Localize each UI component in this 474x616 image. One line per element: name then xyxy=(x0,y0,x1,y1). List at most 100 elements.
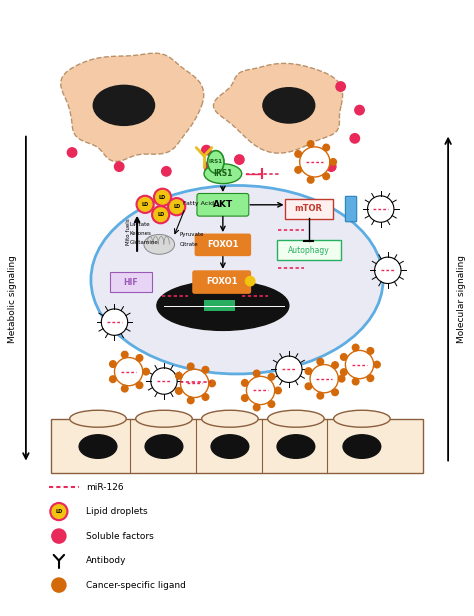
Ellipse shape xyxy=(263,87,315,123)
Text: IRS1: IRS1 xyxy=(213,169,233,178)
Text: Fatty Acid: Fatty Acid xyxy=(183,201,214,206)
Ellipse shape xyxy=(145,435,183,458)
Circle shape xyxy=(268,373,275,380)
Circle shape xyxy=(152,206,170,224)
Circle shape xyxy=(355,105,364,115)
Circle shape xyxy=(109,376,116,383)
Circle shape xyxy=(67,148,77,157)
Text: Pyruvate: Pyruvate xyxy=(180,232,204,237)
FancyBboxPatch shape xyxy=(197,193,249,216)
Circle shape xyxy=(52,505,66,519)
Text: LD: LD xyxy=(142,202,149,207)
Ellipse shape xyxy=(208,150,224,173)
Circle shape xyxy=(115,357,143,386)
FancyBboxPatch shape xyxy=(195,233,251,256)
Circle shape xyxy=(332,389,338,395)
FancyBboxPatch shape xyxy=(203,300,235,311)
Circle shape xyxy=(276,356,302,383)
Ellipse shape xyxy=(211,435,249,458)
Ellipse shape xyxy=(144,235,174,254)
Text: Ketones: Ketones xyxy=(129,231,151,236)
Circle shape xyxy=(336,82,346,91)
Text: Citrate: Citrate xyxy=(180,242,198,247)
Circle shape xyxy=(187,363,194,370)
Circle shape xyxy=(175,387,182,394)
Circle shape xyxy=(310,365,338,393)
Circle shape xyxy=(115,162,124,171)
Circle shape xyxy=(151,368,177,394)
Circle shape xyxy=(242,379,248,386)
Circle shape xyxy=(156,190,169,204)
Circle shape xyxy=(327,162,336,171)
Circle shape xyxy=(209,380,215,387)
Circle shape xyxy=(170,200,183,214)
Ellipse shape xyxy=(157,281,289,330)
Circle shape xyxy=(323,173,329,180)
Text: Autophagy: Autophagy xyxy=(288,246,329,254)
Ellipse shape xyxy=(343,435,381,458)
Circle shape xyxy=(136,355,143,361)
Circle shape xyxy=(121,351,128,358)
Text: LD: LD xyxy=(157,212,164,217)
Circle shape xyxy=(154,208,167,222)
Circle shape xyxy=(352,344,359,351)
Circle shape xyxy=(305,383,312,389)
Text: FOXO1: FOXO1 xyxy=(207,240,238,249)
Circle shape xyxy=(323,144,329,151)
Text: Mito fuels: Mito fuels xyxy=(126,218,131,245)
FancyBboxPatch shape xyxy=(284,199,333,219)
Circle shape xyxy=(346,351,374,379)
Text: Metabolic signaling: Metabolic signaling xyxy=(8,254,17,342)
Circle shape xyxy=(317,359,324,365)
Circle shape xyxy=(143,368,149,375)
Text: Cancer-specific ligand: Cancer-specific ligand xyxy=(86,580,186,590)
Circle shape xyxy=(101,309,128,335)
Text: mTOR: mTOR xyxy=(295,204,323,213)
Circle shape xyxy=(136,382,143,389)
Circle shape xyxy=(275,387,281,394)
Circle shape xyxy=(50,503,68,521)
Text: Molecular signaling: Molecular signaling xyxy=(457,254,466,342)
Circle shape xyxy=(367,347,374,354)
FancyBboxPatch shape xyxy=(346,197,357,222)
Circle shape xyxy=(350,134,359,143)
Circle shape xyxy=(109,361,116,367)
Circle shape xyxy=(268,401,275,407)
Text: LD: LD xyxy=(159,195,166,200)
Circle shape xyxy=(246,277,255,286)
Ellipse shape xyxy=(204,164,242,184)
Text: IRS1: IRS1 xyxy=(209,160,223,164)
Circle shape xyxy=(295,151,301,157)
FancyBboxPatch shape xyxy=(277,240,341,261)
Text: Lactate: Lactate xyxy=(129,222,150,227)
Text: HIF: HIF xyxy=(124,278,138,286)
Ellipse shape xyxy=(91,185,383,374)
Polygon shape xyxy=(213,63,343,153)
Ellipse shape xyxy=(136,410,192,428)
Text: AKT: AKT xyxy=(213,200,233,209)
Circle shape xyxy=(162,167,171,176)
Circle shape xyxy=(202,394,209,400)
Ellipse shape xyxy=(334,410,390,428)
Text: Lipid droplets: Lipid droplets xyxy=(86,507,148,516)
Circle shape xyxy=(168,198,186,216)
Circle shape xyxy=(202,367,209,373)
Ellipse shape xyxy=(70,410,126,428)
Circle shape xyxy=(340,354,347,360)
Circle shape xyxy=(338,375,345,382)
Text: LD: LD xyxy=(173,204,180,209)
Text: FOXO1: FOXO1 xyxy=(206,277,237,286)
FancyBboxPatch shape xyxy=(192,270,251,294)
Circle shape xyxy=(317,392,324,399)
Circle shape xyxy=(201,145,211,155)
Circle shape xyxy=(340,369,347,375)
Ellipse shape xyxy=(93,86,155,126)
Ellipse shape xyxy=(268,410,324,428)
Text: Soluble factors: Soluble factors xyxy=(86,532,154,541)
Circle shape xyxy=(352,378,359,385)
Text: LD: LD xyxy=(55,509,63,514)
Circle shape xyxy=(235,155,244,164)
Circle shape xyxy=(367,375,374,381)
Circle shape xyxy=(295,166,301,173)
Text: Antibody: Antibody xyxy=(86,556,127,565)
